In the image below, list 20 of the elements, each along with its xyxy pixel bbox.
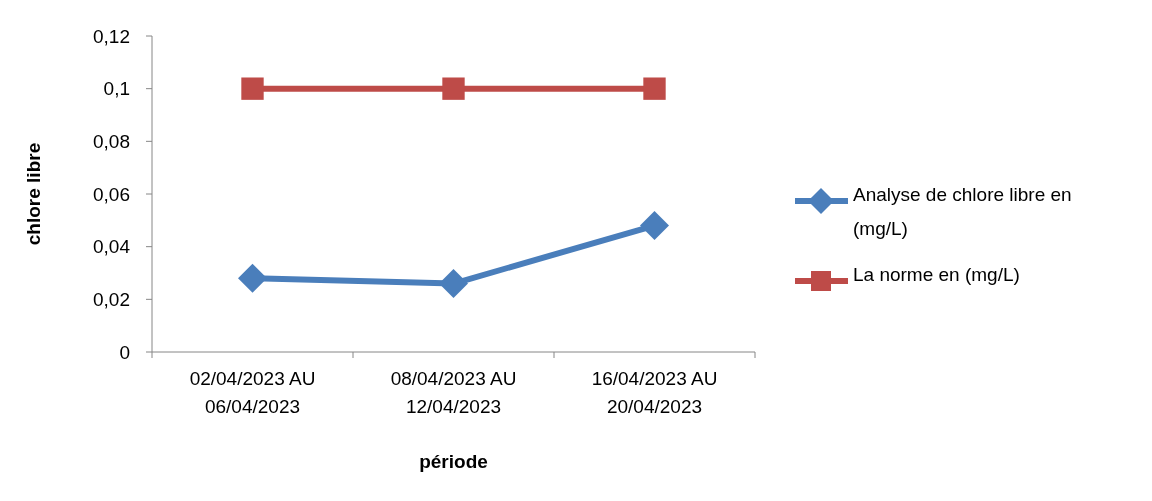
point [643, 77, 666, 100]
x-tick-label: 08/04/2023 AU 12/04/2023 [390, 368, 517, 417]
point [442, 77, 465, 100]
y-tick-label: 0,08 [93, 130, 130, 152]
point [241, 77, 264, 100]
y-axis-title: chlore libre [23, 142, 44, 246]
y-tick-label: 0,06 [93, 183, 130, 205]
point [439, 269, 468, 299]
x-tick-label: 16/04/2023 AU 20/04/2023 [591, 368, 718, 417]
point [640, 211, 669, 241]
legend-label: La norme en (mg/L) [853, 264, 1020, 285]
x-tick-label: 02/04/2023 AU 06/04/2023 [189, 368, 316, 417]
legend-label: Analyse de chlore libre en (mg/L) [853, 184, 1072, 239]
point [238, 263, 267, 293]
x-axis-title: période [419, 451, 488, 472]
y-tick-label: 0,02 [93, 288, 130, 310]
y-tick-label: 0,04 [93, 236, 131, 258]
y-tick-label: 0 [119, 341, 130, 363]
y-tick-label: 0,12 [93, 25, 130, 47]
y-tick-label: 0,1 [103, 78, 130, 100]
